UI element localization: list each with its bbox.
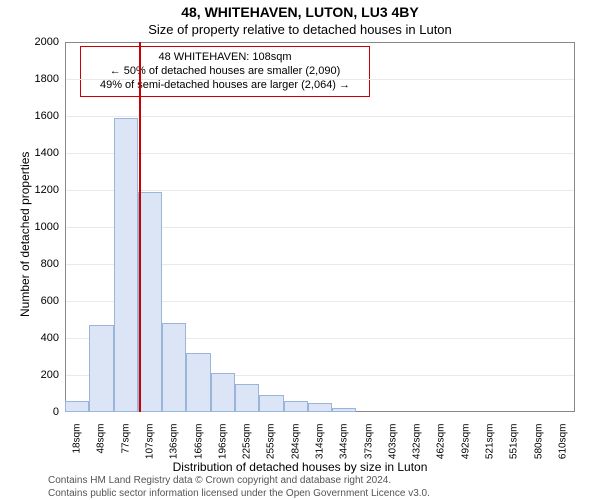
footer-line-1: Contains HM Land Registry data © Crown c… xyxy=(0,474,600,487)
chart-title-main: 48, WHITEHAVEN, LUTON, LU3 4BY xyxy=(0,4,600,20)
x-tick-label: 403sqm xyxy=(387,424,398,474)
histogram-bar xyxy=(186,353,210,412)
chart-root: 48, WHITEHAVEN, LUTON, LU3 4BY Size of p… xyxy=(0,0,600,500)
y-tick-label: 1200 xyxy=(27,184,59,196)
chart-title-sub: Size of property relative to detached ho… xyxy=(0,22,600,37)
gridline xyxy=(66,190,574,191)
gridline xyxy=(66,116,574,117)
x-tick-label: 610sqm xyxy=(557,424,568,474)
gridline xyxy=(66,79,574,80)
annotation-line-3: 49% of semi-detached houses are larger (… xyxy=(89,79,361,93)
x-tick-label: 48sqm xyxy=(96,424,107,474)
footer-line-2: Contains public sector information licen… xyxy=(0,487,600,500)
histogram-bar xyxy=(211,373,235,412)
histogram-bar xyxy=(332,408,356,412)
y-tick-label: 2000 xyxy=(27,36,59,48)
y-tick-label: 1000 xyxy=(27,221,59,233)
x-tick-label: 344sqm xyxy=(339,424,350,474)
x-tick-label: 255sqm xyxy=(266,424,277,474)
chart-footer: Contains HM Land Registry data © Crown c… xyxy=(0,474,600,500)
x-tick-label: 373sqm xyxy=(363,424,374,474)
histogram-bar xyxy=(284,401,308,412)
histogram-bar xyxy=(235,384,259,412)
histogram-bar xyxy=(65,401,89,412)
x-tick-label: 77sqm xyxy=(120,424,131,474)
histogram-bar xyxy=(162,323,186,412)
x-tick-label: 18sqm xyxy=(72,424,83,474)
x-tick-label: 551sqm xyxy=(509,424,520,474)
x-tick-label: 107sqm xyxy=(145,424,156,474)
histogram-bar xyxy=(259,395,283,412)
y-tick-label: 800 xyxy=(27,258,59,270)
x-tick-label: 196sqm xyxy=(217,424,228,474)
y-tick-label: 1800 xyxy=(27,73,59,85)
histogram-bar xyxy=(308,403,332,412)
y-tick-label: 400 xyxy=(27,332,59,344)
x-tick-label: 580sqm xyxy=(533,424,544,474)
x-tick-label: 284sqm xyxy=(290,424,301,474)
property-marker-line xyxy=(139,42,141,412)
y-tick-label: 1400 xyxy=(27,147,59,159)
annotation-callout: 48 WHITEHAVEN: 108sqm ← 50% of detached … xyxy=(80,46,370,97)
histogram-bar xyxy=(138,192,162,412)
histogram-bar xyxy=(89,325,113,412)
y-tick-label: 1600 xyxy=(27,110,59,122)
x-tick-label: 225sqm xyxy=(242,424,253,474)
annotation-line-2: ← 50% of detached houses are smaller (2,… xyxy=(89,65,361,79)
y-axis-label: Number of detached properties xyxy=(18,152,32,317)
y-tick-label: 200 xyxy=(27,369,59,381)
x-tick-label: 492sqm xyxy=(460,424,471,474)
x-tick-label: 314sqm xyxy=(315,424,326,474)
x-tick-label: 462sqm xyxy=(436,424,447,474)
x-tick-label: 521sqm xyxy=(485,424,496,474)
histogram-bar xyxy=(114,118,138,412)
annotation-line-1: 48 WHITEHAVEN: 108sqm xyxy=(89,51,361,65)
x-tick-label: 432sqm xyxy=(412,424,423,474)
y-tick-label: 600 xyxy=(27,295,59,307)
x-tick-label: 136sqm xyxy=(169,424,180,474)
x-tick-label: 166sqm xyxy=(193,424,204,474)
y-tick-label: 0 xyxy=(27,406,59,418)
gridline xyxy=(66,153,574,154)
